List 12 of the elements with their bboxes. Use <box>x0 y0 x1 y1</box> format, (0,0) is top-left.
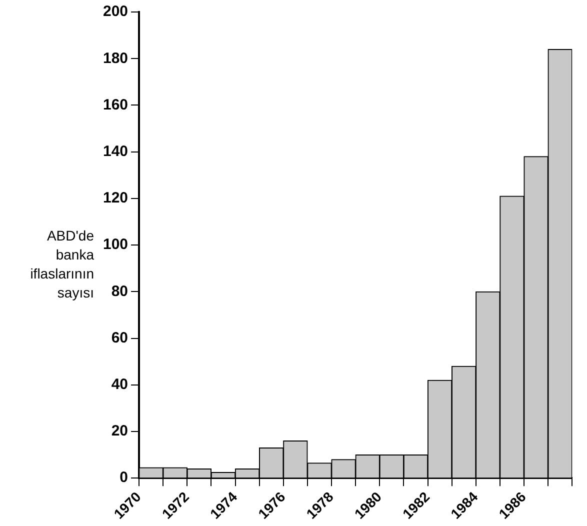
y-tick-label: 160 <box>102 96 128 114</box>
y-tick-label: 100 <box>102 236 128 254</box>
y-axis-title: ABD'de banka iflaslarının sayısı <box>30 227 94 300</box>
y-tick-label: 20 <box>111 422 128 440</box>
y-tick-label: 40 <box>111 376 128 394</box>
y-tick-label: 120 <box>102 190 128 207</box>
y-tick-label: 80 <box>111 282 128 300</box>
y-tick-label: 180 <box>102 50 128 67</box>
y-tick-label: 140 <box>102 142 128 160</box>
y-tick-label: 200 <box>102 3 128 20</box>
y-tick-label: 0 <box>120 469 128 486</box>
y-tick-label: 60 <box>111 329 128 346</box>
